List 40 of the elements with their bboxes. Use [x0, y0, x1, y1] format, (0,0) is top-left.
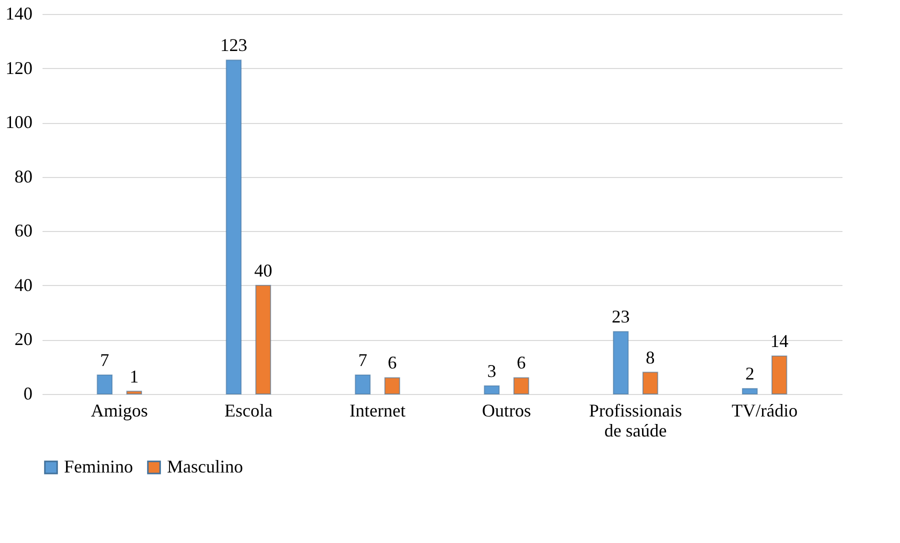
data-label: 40	[254, 260, 272, 280]
x-tick-label: Amigos	[90, 400, 148, 420]
y-tick-label: 20	[14, 329, 32, 350]
bar	[96, 374, 113, 394]
bar	[612, 331, 629, 394]
bar	[354, 374, 371, 394]
data-label: 8	[646, 347, 655, 368]
bar	[513, 377, 530, 394]
bar	[742, 388, 758, 394]
y-tick-label: 120	[6, 58, 32, 78]
data-label: 1	[130, 366, 139, 386]
x-tick-label: TV/rádio	[732, 400, 798, 420]
data-label: 7	[100, 350, 110, 370]
data-label: 3	[487, 360, 496, 381]
data-label: 7	[358, 350, 368, 370]
y-tick-label: 40	[14, 274, 32, 295]
x-tick-label: Escola	[224, 400, 272, 420]
data-label: 23	[612, 306, 630, 327]
x-tick-label: Internet	[350, 400, 406, 420]
bar	[126, 390, 142, 394]
y-tick-label: 100	[6, 112, 32, 132]
x-tick-label: Outros	[482, 400, 532, 420]
data-label: 123	[220, 35, 248, 56]
y-tick-label: 60	[14, 220, 32, 241]
data-label: 6	[516, 352, 526, 373]
bar	[771, 356, 788, 394]
bar	[384, 377, 400, 394]
bar	[642, 372, 658, 394]
y-tick-label: 80	[14, 166, 32, 186]
x-tick-label: Profissionais de saúde	[589, 400, 682, 440]
bar	[484, 385, 500, 394]
y-tick-label: 140	[6, 4, 32, 24]
bar	[226, 60, 242, 394]
y-tick-label: 0	[24, 384, 32, 404]
data-label: 14	[770, 331, 788, 351]
data-label: 6	[388, 352, 397, 373]
legend-label: Feminino	[64, 456, 134, 476]
bar	[255, 284, 272, 394]
legend-label: Masculino	[167, 456, 243, 476]
data-label: 2	[745, 364, 754, 384]
